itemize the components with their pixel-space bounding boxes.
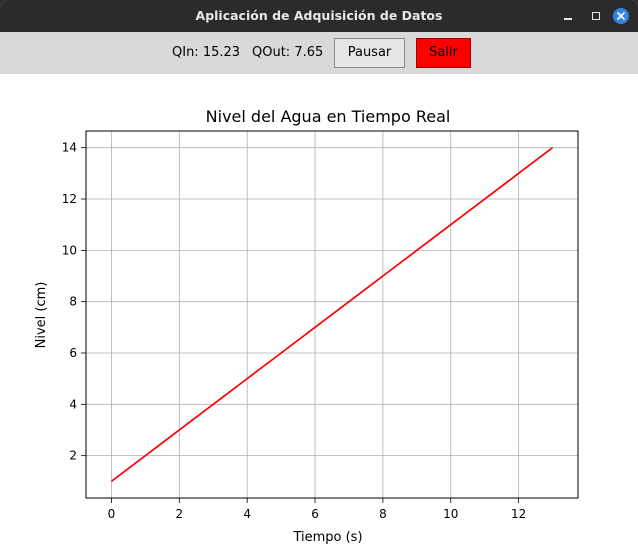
x-tick-label: 8 [379, 507, 387, 521]
axes-frame [85, 130, 579, 499]
water-level-chart: Nivel del Agua en Tiempo Real 0 2 4 6 8 10 12 2… [34, 107, 579, 545]
x-tick-label: 2 [175, 507, 183, 521]
x-tick-label: 6 [311, 507, 319, 521]
minimize-icon [564, 18, 572, 20]
close-icon [613, 8, 629, 24]
close-button[interactable] [612, 7, 630, 25]
x-axis-label: Tiempo (s) [292, 530, 362, 545]
series-layer [110, 147, 554, 482]
grid [86, 131, 578, 498]
ticks: 0 2 4 6 8 10 12 2 4 6 8 10 12 14 [62, 141, 527, 521]
y-tick-label: 14 [62, 141, 77, 155]
y-tick-label: 2 [69, 449, 77, 463]
y-tick-label: 8 [69, 295, 77, 309]
plot-area: Nivel del Agua en Tiempo Real 0 2 4 6 8 10 12 2… [0, 74, 638, 555]
chart-title: Nivel del Agua en Tiempo Real [206, 107, 451, 126]
x-tick-label: 12 [511, 507, 526, 521]
exit-button[interactable]: Salir [416, 38, 471, 68]
y-axis-label: Nivel (cm) [34, 282, 49, 349]
maximize-icon [592, 12, 600, 20]
pause-button[interactable]: Pausar [334, 38, 405, 68]
window-title: Aplicación de Adquisición de Datos [195, 8, 443, 23]
x-tick-label: 4 [243, 507, 251, 521]
maximize-button[interactable] [587, 7, 605, 25]
qin-readout: QIn: 15.23 [172, 45, 241, 60]
y-tick-label: 6 [69, 346, 77, 360]
qout-readout: QOut: 7.65 [252, 45, 324, 60]
series-line [110, 147, 554, 482]
control-bar: QIn: 15.23 QOut: 7.65 Pausar Salir [0, 32, 638, 74]
y-tick-label: 10 [62, 243, 77, 257]
x-tick-label: 10 [443, 507, 458, 521]
x-tick-label: 0 [108, 507, 116, 521]
y-tick-label: 12 [62, 192, 77, 206]
y-tick-label: 4 [69, 397, 77, 411]
minimize-button[interactable] [559, 7, 577, 25]
title-bar[interactable]: Aplicación de Adquisición de Datos [0, 0, 638, 32]
